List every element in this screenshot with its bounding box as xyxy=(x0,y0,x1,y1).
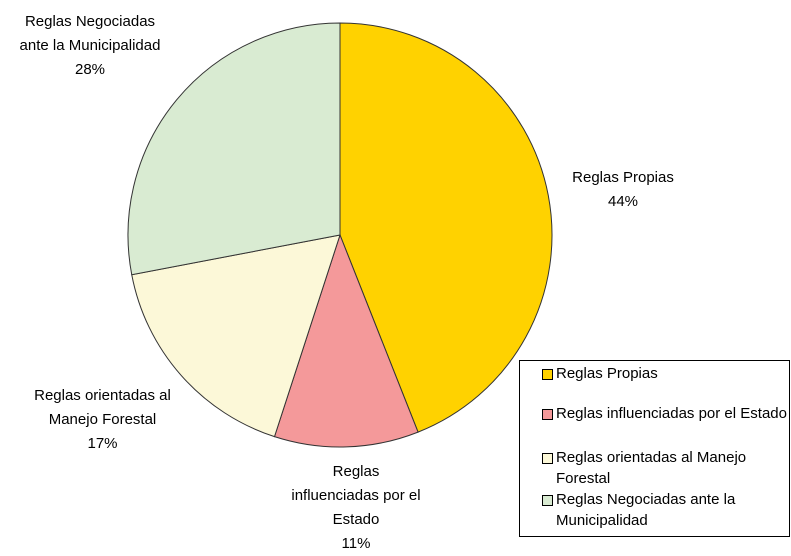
slice-name: Reglas Negociadas ante la Municipalidad xyxy=(19,13,161,54)
data-label: Reglas orientadas al Manejo Forestal 17% xyxy=(20,384,185,456)
legend-label: Reglas orientadas al Manejo Forestal xyxy=(556,449,747,487)
legend-item: Reglas Propias xyxy=(540,363,791,384)
pie-slice xyxy=(127,22,341,276)
legend-swatch xyxy=(542,495,553,506)
slice-value: 28% xyxy=(74,61,106,78)
pie-slice xyxy=(339,22,553,433)
slice-name: Reglas influenciadas por el Estado xyxy=(291,463,421,528)
slice-value: 17% xyxy=(87,435,118,452)
legend-swatch xyxy=(542,369,553,380)
legend-label: Reglas influenciadas por el Estado xyxy=(556,405,787,422)
slice-name: Reglas orientadas al Manejo Forestal xyxy=(34,387,171,428)
legend-label: Reglas Negociadas ante la Municipalidad xyxy=(556,491,736,529)
legend-swatch xyxy=(542,409,553,420)
pie-slice xyxy=(131,234,341,438)
legend-item: Reglas influenciadas por el Estado xyxy=(540,403,791,424)
slice-value: 44% xyxy=(607,193,639,210)
legend: Reglas Propias Reglas influenciadas por e… xyxy=(519,360,790,537)
data-label: Reglas Negociadas ante la Municipalidad 2… xyxy=(15,10,165,82)
pie-slice xyxy=(273,233,419,448)
data-label: Reglas Propias 44% xyxy=(553,166,693,214)
legend-label: Reglas Propias xyxy=(556,365,658,382)
slice-name: Reglas Propias xyxy=(572,169,674,186)
data-label: Reglas influenciadas por el Estado 11% xyxy=(288,460,424,556)
slice-value: 11% xyxy=(341,535,371,552)
legend-swatch xyxy=(542,453,553,464)
legend-item: Reglas Negociadas ante la Municipalidad xyxy=(540,489,791,531)
legend-item: Reglas orientadas al Manejo Forestal xyxy=(540,447,791,489)
